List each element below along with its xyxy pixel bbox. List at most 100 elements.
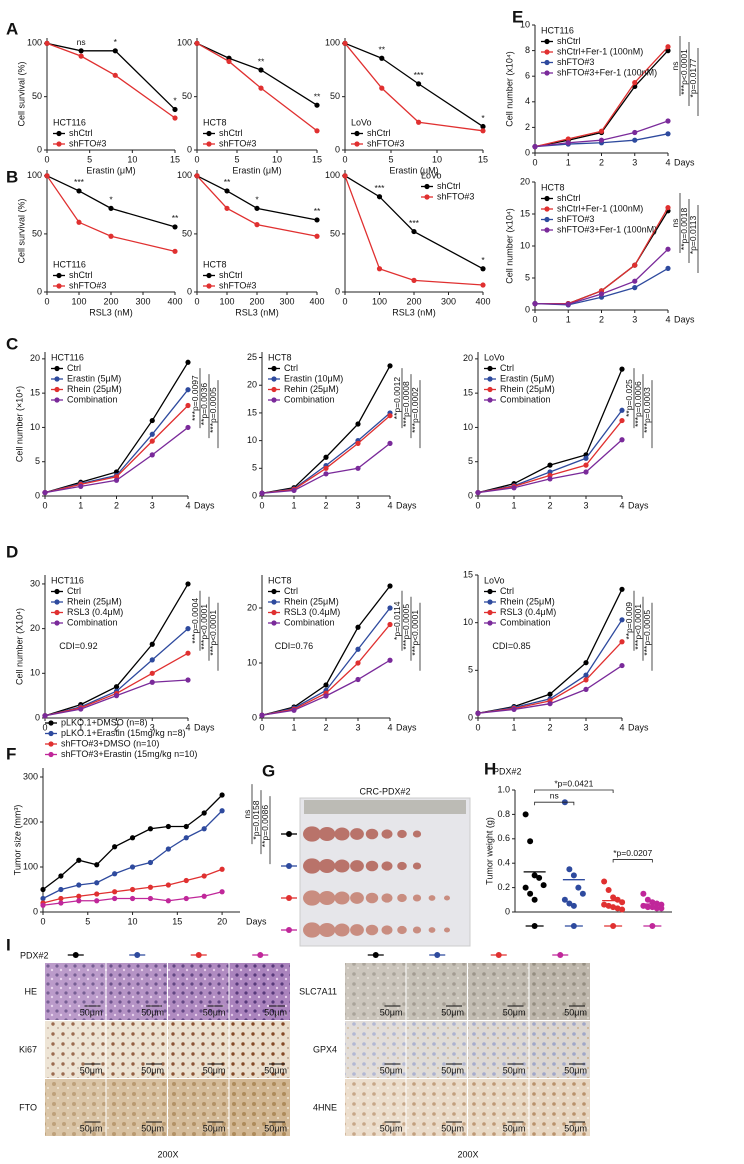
legend-marker xyxy=(54,365,60,372)
legend-marker xyxy=(544,227,550,233)
ihc-image xyxy=(45,963,106,1020)
annotation: *p=0.0113 xyxy=(688,216,698,255)
data-point xyxy=(480,266,486,272)
x-tick-label: 0 xyxy=(342,296,347,306)
x-tick-label: 400 xyxy=(475,296,490,306)
annotation: ns xyxy=(550,790,559,800)
group-key-marker xyxy=(610,923,617,929)
x-tick-label: 1 xyxy=(78,500,83,510)
data-point xyxy=(665,118,671,124)
tumor-photo xyxy=(397,893,407,903)
y-tick-label: 10 xyxy=(247,657,257,667)
tumor-photo xyxy=(318,858,336,874)
x-tick-label: 0 xyxy=(532,314,537,324)
y-tick-label: 0 xyxy=(187,286,192,296)
x-axis-label: RSL3 (nM) xyxy=(392,307,436,317)
legend-marker xyxy=(206,283,212,289)
note: CDI=0.92 xyxy=(59,641,97,651)
y-tick-label: 20 xyxy=(30,623,40,633)
y-axis-label: Tumor weight (g) xyxy=(484,817,494,885)
scale-label: 50μm xyxy=(441,1123,464,1133)
annotation: * xyxy=(481,255,485,265)
data-point xyxy=(649,904,656,911)
x-tick-label: 3 xyxy=(150,722,155,732)
y-tick-label: 15 xyxy=(247,407,257,417)
annotation: *p=0.0207 xyxy=(613,848,652,858)
data-point xyxy=(44,173,50,179)
annotation: ***p=0.0006 xyxy=(633,381,643,427)
legend-label: RSL3 (0.4μM) xyxy=(284,607,340,617)
legend-marker xyxy=(206,130,212,137)
legend-title: HCT116 xyxy=(53,117,86,127)
legend-label: shCtrl xyxy=(437,181,461,191)
annotation: ** xyxy=(314,206,321,216)
ihc-image xyxy=(345,963,406,1020)
legend-marker xyxy=(271,609,277,616)
x-tick-label: 3 xyxy=(583,500,588,510)
y-tick-label: 50 xyxy=(32,228,42,238)
data-point xyxy=(583,660,589,666)
data-point xyxy=(78,483,84,489)
data-point xyxy=(183,835,189,841)
group-key-marker xyxy=(434,952,441,958)
data-point xyxy=(605,887,612,894)
data-point xyxy=(598,137,605,143)
data-point xyxy=(149,452,155,458)
data-point xyxy=(575,884,582,891)
legend-marker xyxy=(48,751,54,758)
panel-label: C xyxy=(6,334,18,353)
data-point xyxy=(129,895,136,902)
x-tick-label: 20 xyxy=(217,916,227,926)
scale-label: 50μm xyxy=(264,1007,287,1017)
tumor-photo xyxy=(412,926,422,934)
ihc-image xyxy=(229,1079,290,1136)
data-point xyxy=(640,890,647,897)
panel-label: G xyxy=(262,761,275,780)
x-tick-label: 2 xyxy=(599,314,604,324)
data-point xyxy=(147,859,154,866)
panel-label: F xyxy=(6,744,16,763)
data-point xyxy=(149,438,155,444)
legend-marker xyxy=(54,588,60,595)
legend-label: RSL3 (0.4μM) xyxy=(500,607,556,617)
y-tick-label: 200 xyxy=(23,816,38,826)
y-tick-label: 25 xyxy=(247,352,257,362)
y-tick-label: 1.0 xyxy=(497,784,510,794)
data-point xyxy=(40,902,46,908)
data-point xyxy=(387,363,393,369)
y-tick-label: 10 xyxy=(520,240,530,250)
tumor-photo xyxy=(444,895,450,901)
legend-marker xyxy=(544,70,550,76)
data-point xyxy=(387,605,393,611)
y-tick-label: 20 xyxy=(247,380,257,390)
y-tick-label: 100 xyxy=(325,38,340,48)
scale-label: 50μm xyxy=(564,1123,587,1133)
data-point xyxy=(565,301,571,307)
data-point xyxy=(219,889,225,895)
y-tick-label: 0 xyxy=(37,286,42,296)
x-tick-label: 4 xyxy=(185,722,190,732)
x-axis-label: Days xyxy=(674,314,695,324)
data-point xyxy=(94,898,100,904)
data-point xyxy=(387,621,393,628)
legend-label: Erastin (5μM) xyxy=(500,373,554,383)
group-key-marker xyxy=(531,923,538,929)
x-tick-label: 100 xyxy=(71,296,86,306)
y-tick-label: 10 xyxy=(520,19,530,29)
annotation: **p=0.0036 xyxy=(199,383,209,426)
tumor-photo xyxy=(397,925,407,935)
legend-label: shFTO#3 xyxy=(437,191,474,201)
ihc-image xyxy=(406,1079,467,1136)
data-point xyxy=(527,890,534,897)
y-tick-label: 0 xyxy=(525,304,530,314)
tumor-photo xyxy=(318,922,336,938)
legend-title: HCT8 xyxy=(541,182,565,192)
ihc-image xyxy=(529,1079,590,1136)
legend-title: HCT116 xyxy=(541,25,574,35)
x-tick-label: 0 xyxy=(259,500,264,510)
data-point xyxy=(224,188,230,194)
legend-marker xyxy=(354,130,360,137)
legend-marker xyxy=(56,130,62,137)
group-key-marker xyxy=(257,952,264,958)
tumor-photo xyxy=(412,862,422,870)
